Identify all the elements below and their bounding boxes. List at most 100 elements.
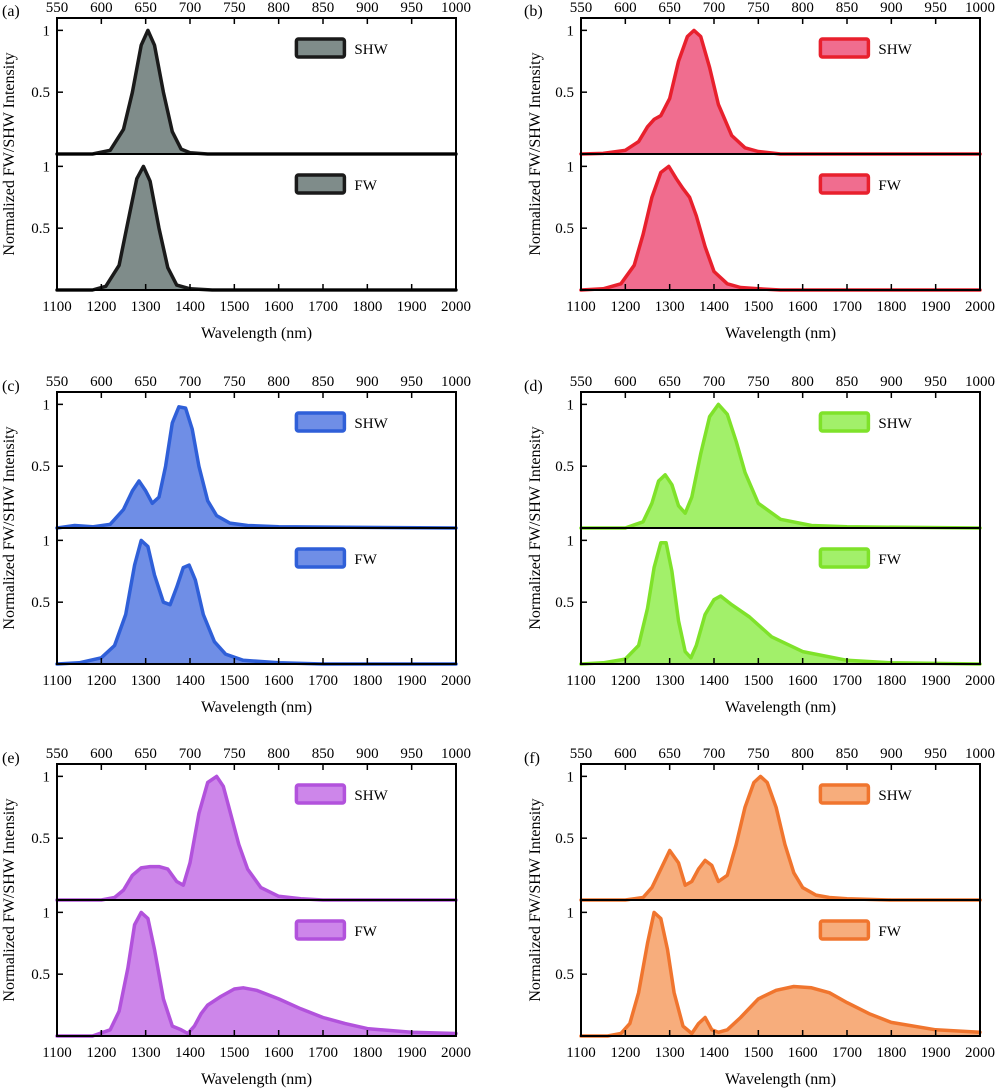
x-tick-label-top: 600 — [90, 0, 113, 16]
x-tick-label-bottom: 1300 — [655, 299, 685, 315]
legend-swatch-shw — [294, 37, 347, 59]
x-tick-label-top: 600 — [614, 746, 637, 762]
subplot-fw: 1 0.5 FW — [555, 159, 982, 292]
legend-label-fw: FW — [878, 552, 901, 568]
x-tick-label-bottom: 1900 — [921, 673, 951, 689]
panel-label: (c) — [2, 378, 20, 395]
x-tick-label-top: 1000 — [441, 746, 471, 762]
x-tick-label-top: 700 — [703, 0, 726, 16]
series-area-fw — [581, 912, 980, 1036]
legend-swatch-fw — [818, 919, 871, 941]
x-tick-label-bottom: 1400 — [175, 1045, 205, 1061]
x-tick-label-bottom: 1500 — [219, 1045, 249, 1061]
x-tick-label-top: 750 — [747, 746, 770, 762]
legend-swatch-fw — [818, 173, 871, 195]
x-tick-label-bottom: 1200 — [86, 1045, 116, 1061]
x-tick-label-top: 1000 — [441, 0, 471, 16]
x-axis-title: Wavelength (nm) — [201, 699, 312, 716]
chart-panel-4: (d) 1 0.5 SHW 1 0.5 FW 1100 1200 1300 1400 1500 1600… — [524, 374, 995, 716]
chart-panel-6: (f) 1 0.5 SHW 1 0.5 FW 1100 1200 1300 1400 1500 1600… — [524, 746, 995, 1088]
legend-label-shw: SHW — [878, 42, 912, 58]
series-area-shw — [581, 30, 980, 154]
x-tick-label-bottom: 1300 — [131, 1045, 161, 1061]
x-tick-label-top: 600 — [90, 374, 113, 390]
y-tick-label: 0.5 — [31, 831, 50, 847]
series-line-shw — [55, 405, 458, 530]
legend-label-fw: FW — [878, 924, 901, 940]
x-tick-label-bottom: 1800 — [352, 673, 382, 689]
x-tick-label-bottom: 1200 — [610, 1045, 640, 1061]
legend-swatch-shw — [818, 37, 871, 59]
x-tick-label-bottom: 1100 — [566, 299, 595, 315]
x-tick-label-bottom: 1800 — [352, 1045, 382, 1061]
x-tick-label-top: 850 — [312, 374, 335, 390]
y-tick-label: 0.5 — [31, 221, 50, 237]
x-tick-label-bottom: 2000 — [441, 673, 471, 689]
y-tick-label: 1 — [43, 533, 51, 549]
x-tick-label-bottom: 1800 — [876, 299, 906, 315]
x-tick-label-bottom: 1800 — [876, 673, 906, 689]
x-tick-label-top: 750 — [747, 0, 770, 16]
x-tick-label-top: 850 — [836, 0, 859, 16]
y-tick-label: 1 — [567, 533, 575, 549]
chart-panel-1: (a) 1 0.5 SHW 1 0.5 FW 1100 1200 1300 1400 1500 1600… — [1, 0, 471, 342]
y-tick-label: 1 — [43, 397, 51, 413]
x-tick-label-top: 600 — [614, 0, 637, 16]
x-tick-label-bottom: 1600 — [788, 299, 818, 315]
legend-label-shw: SHW — [354, 416, 388, 432]
x-tick-label-top: 900 — [880, 746, 903, 762]
x-tick-label-bottom: 1300 — [131, 299, 161, 315]
x-tick-label-bottom: 1400 — [699, 673, 729, 689]
x-tick-label-top: 650 — [134, 746, 157, 762]
series-line-fw — [55, 910, 458, 1038]
series-line-shw — [579, 28, 982, 156]
series-area-shw — [581, 776, 980, 900]
x-tick-label-bottom: 1700 — [308, 299, 338, 315]
legend-swatch-fw — [294, 919, 347, 941]
x-tick-label-bottom: 1700 — [832, 673, 862, 689]
y-tick-label: 0.5 — [31, 459, 50, 475]
x-tick-label-bottom: 2000 — [965, 673, 995, 689]
legend-label-shw: SHW — [878, 416, 912, 432]
x-tick-label-top: 750 — [223, 374, 246, 390]
y-axis-title: Normalized FW/SHW Intensity — [1, 426, 18, 629]
x-tick-label-bottom: 1900 — [397, 299, 427, 315]
subplot-fw: 1 0.5 FW — [555, 905, 982, 1038]
x-tick-label-bottom: 1700 — [308, 1045, 338, 1061]
x-tick-label-bottom: 1400 — [175, 673, 205, 689]
x-tick-label-bottom: 1900 — [921, 1045, 951, 1061]
legend-swatch-shw — [294, 783, 347, 805]
y-axis-title: Normalized FW/SHW Intensity — [527, 798, 544, 1001]
y-tick-label: 1 — [43, 769, 51, 785]
legend-swatch-fw — [294, 173, 347, 195]
x-axis-title: Wavelength (nm) — [725, 325, 836, 342]
x-tick-label-top: 800 — [791, 374, 814, 390]
y-tick-label: 0.5 — [31, 85, 50, 101]
y-tick-label: 0.5 — [555, 85, 574, 101]
y-tick-label: 1 — [43, 905, 51, 921]
x-tick-label-top: 550 — [46, 746, 69, 762]
x-tick-label-top: 700 — [179, 0, 202, 16]
x-tick-label-top: 700 — [703, 746, 726, 762]
subplot-shw: 1 0.5 SHW — [555, 397, 982, 530]
x-tick-label-top: 950 — [400, 746, 423, 762]
subplot-shw: 1 0.5 SHW — [31, 769, 458, 902]
x-tick-label-top: 750 — [223, 746, 246, 762]
series-area-fw — [57, 540, 456, 664]
x-tick-label-top: 1000 — [965, 374, 995, 390]
subplot-fw: 1 0.5 FW — [31, 905, 458, 1038]
y-tick-label: 0.5 — [555, 967, 574, 983]
x-tick-label-top: 900 — [356, 374, 379, 390]
series-area-shw — [57, 406, 456, 528]
x-tick-label-bottom: 1500 — [743, 1045, 773, 1061]
y-tick-label: 0.5 — [555, 831, 574, 847]
x-tick-label-top: 750 — [747, 374, 770, 390]
x-tick-label-bottom: 1900 — [397, 1045, 427, 1061]
y-tick-label: 1 — [567, 769, 575, 785]
x-tick-label-bottom: 1100 — [42, 1045, 71, 1061]
series-area-shw — [57, 776, 456, 900]
legend-swatch-shw — [818, 411, 871, 433]
legend-swatch-fw — [294, 547, 347, 569]
x-tick-label-bottom: 1700 — [832, 1045, 862, 1061]
y-tick-label: 1 — [567, 159, 575, 175]
